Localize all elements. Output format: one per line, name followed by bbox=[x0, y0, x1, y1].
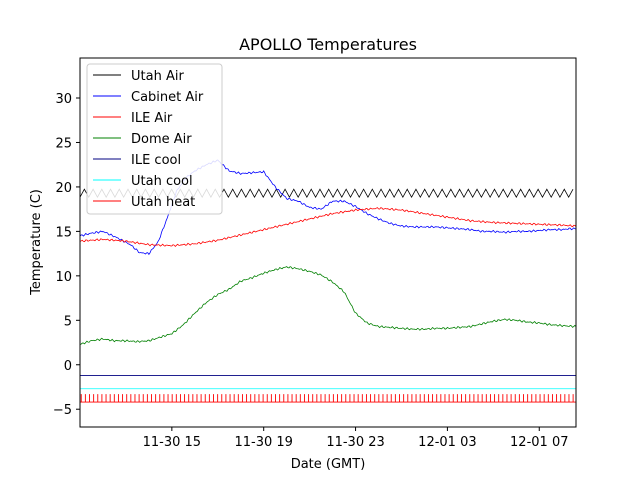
y-tick-label: 15 bbox=[55, 225, 72, 240]
x-axis-title: Date (GMT) bbox=[291, 457, 366, 472]
y-axis-title: Temperature (C) bbox=[29, 189, 44, 296]
legend-label-utah-air: Utah Air bbox=[131, 69, 184, 84]
y-tick-label: 30 bbox=[55, 92, 72, 107]
y-tick-label: 25 bbox=[55, 136, 72, 151]
legend: Utah Air Cabinet Air ILE Air Dome Air ILE co… bbox=[86, 63, 223, 215]
x-tick-label: 12-01 07 bbox=[510, 435, 568, 450]
legend-label-utah-cool: Utah cool bbox=[131, 174, 193, 189]
legend-box bbox=[86, 63, 223, 215]
plot-frame bbox=[79, 57, 577, 428]
legend-label-ile-cool: ILE cool bbox=[131, 153, 181, 168]
legend-label-dome-air: Dome Air bbox=[131, 132, 192, 147]
y-tick-label: 20 bbox=[55, 181, 72, 196]
legend-label-ile-air: ILE Air bbox=[131, 111, 173, 126]
series-cabinet-air bbox=[80, 159, 576, 256]
legend-label-cabinet-air: Cabinet Air bbox=[131, 90, 204, 105]
legend-label-utah-heat: Utah heat bbox=[131, 195, 195, 210]
chart-title: APOLLO Temperatures bbox=[239, 35, 417, 54]
x-tick-label: 12-01 03 bbox=[418, 435, 476, 450]
y-axis-ticks: −5 0 5 10 15 20 25 30 bbox=[53, 92, 80, 418]
series-dome-air bbox=[80, 266, 576, 345]
x-axis-ticks: 11-30 15 11-30 19 11-30 23 12-01 03 12-01 07 bbox=[143, 427, 568, 450]
y-tick-label: 10 bbox=[55, 270, 72, 285]
legend-items: Utah Air Cabinet Air ILE Air Dome Air ILE co… bbox=[93, 69, 204, 210]
y-tick-label: −5 bbox=[53, 403, 72, 418]
y-tick-label: 0 bbox=[64, 359, 72, 374]
x-tick-label: 11-30 23 bbox=[326, 435, 384, 450]
x-tick-label: 11-30 19 bbox=[234, 435, 292, 450]
x-tick-label: 11-30 15 bbox=[143, 435, 201, 450]
series-ile-air bbox=[80, 207, 576, 247]
y-tick-label: 5 bbox=[64, 314, 72, 329]
series-utah-heat bbox=[80, 394, 576, 403]
